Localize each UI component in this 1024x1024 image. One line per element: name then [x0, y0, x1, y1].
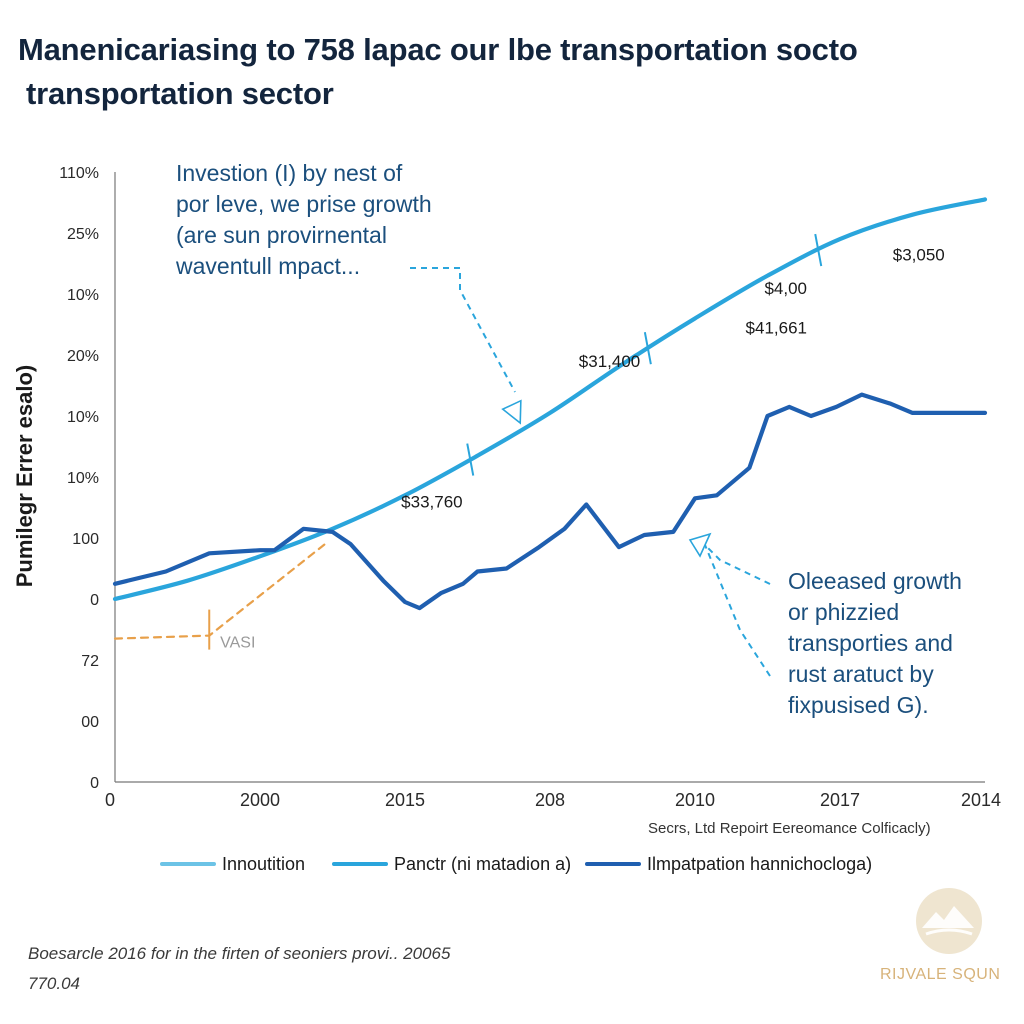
annotation-right-line: or phizzied	[788, 599, 900, 625]
annotation-top-connector	[410, 267, 516, 393]
source-note: Secrs, Ltd Repoirt Eereomance Colficacly…	[648, 820, 931, 837]
annotation-right-line: rust aratuct by	[788, 661, 934, 687]
footnote-line-1: Boesarcle 2016 for in the firten of seon…	[28, 944, 451, 963]
annotation-top-line: (are sun provirnental	[176, 222, 387, 248]
y-tick-label: 10%	[67, 287, 99, 304]
annotation-top-line: por leve, we prise growth	[176, 191, 432, 217]
curve-tick-mark	[466, 443, 475, 476]
curve-tick-mark	[643, 331, 652, 365]
legend-label: Panctr (ni matadion a)	[394, 853, 572, 874]
series-line-panctr-ni-matadion-a	[112, 197, 988, 602]
y-tick-label: 10%	[67, 409, 99, 426]
x-tick-label: 2015	[385, 790, 425, 810]
x-tick-label: 2014	[961, 790, 1001, 810]
y-tick-label: 00	[81, 714, 99, 731]
annotation-top-line: waventull mpact...	[176, 253, 361, 279]
point-label: $33,760	[401, 492, 462, 511]
annotation-right: Oleeased growth or phizzied transporties…	[788, 566, 962, 721]
x-tick-label: 0	[105, 790, 115, 810]
logo-text: RIJVALE SQUN	[880, 966, 1001, 983]
x-tick-label: 2017	[820, 790, 860, 810]
curve-tick-mark	[814, 233, 823, 267]
annotation-right-line: transporties and	[788, 630, 953, 656]
point-label: $3,050	[893, 245, 945, 264]
point-label: $4,00	[764, 279, 807, 298]
y-tick-label: 25%	[67, 226, 99, 243]
annotation-connectors	[410, 267, 771, 677]
legend-label: Innoutition	[222, 853, 306, 874]
legend-swatch-light-blue	[160, 862, 216, 866]
x-tick-label: 2000	[240, 790, 280, 810]
point-labels: $33,760 $31,400 $4,00 $41,661 $3,050 VASI	[220, 233, 945, 652]
legend-label: Ilmpatpation hannichoсloga)	[647, 853, 873, 874]
legend-item-panctr: Panctr (ni matadion a)	[332, 852, 571, 876]
annotation-right-connector-1	[704, 544, 771, 585]
x-tick-label: 2010	[675, 790, 715, 810]
annotation-right-line: Oleeased growth	[788, 568, 962, 594]
point-label: $31,400	[579, 352, 640, 371]
y-tick-label: 110%	[59, 165, 99, 182]
annotation-right-line: fixpusised G).	[788, 692, 929, 718]
mountain-circle-icon	[916, 888, 982, 954]
y-tick-label: 72	[81, 653, 99, 670]
chart-title-line-1: Manenicariasing to 758 lapac our lbe tra…	[18, 32, 858, 67]
y-tick-label: 10%	[67, 470, 99, 487]
legend-swatch-dark-blue	[585, 862, 641, 866]
legend-swatch-mid-blue	[332, 862, 388, 866]
series-line-ilmpatpation-hannicho-loga	[112, 392, 988, 611]
arrowhead-icon	[501, 399, 522, 425]
data-series	[112, 197, 988, 650]
legend-item-ilmpatpation: Ilmpatpation hannichoсloga)	[585, 852, 872, 876]
legend-item-innoutition: Innoutition	[160, 852, 305, 876]
y-tick-label: 0	[90, 775, 99, 792]
y-tick-label: 0	[90, 592, 99, 609]
footnote-line-2: 770.04	[28, 974, 80, 993]
x-tick-label: 208	[535, 790, 565, 810]
annotation-right-connector-2	[704, 544, 771, 677]
annotation-top: Investion (I) by nest of por leve, we pr…	[176, 158, 432, 282]
y-tick-label: 100	[72, 531, 99, 548]
y-tick-label: 20%	[67, 348, 99, 365]
annotation-top-line: Investion (I) by nest of	[176, 160, 403, 186]
chart-title-line-2: transportation sector	[26, 76, 334, 111]
arrowhead-icon	[688, 532, 712, 558]
point-label: $41,661	[746, 319, 807, 338]
point-label: VASI	[220, 635, 255, 652]
